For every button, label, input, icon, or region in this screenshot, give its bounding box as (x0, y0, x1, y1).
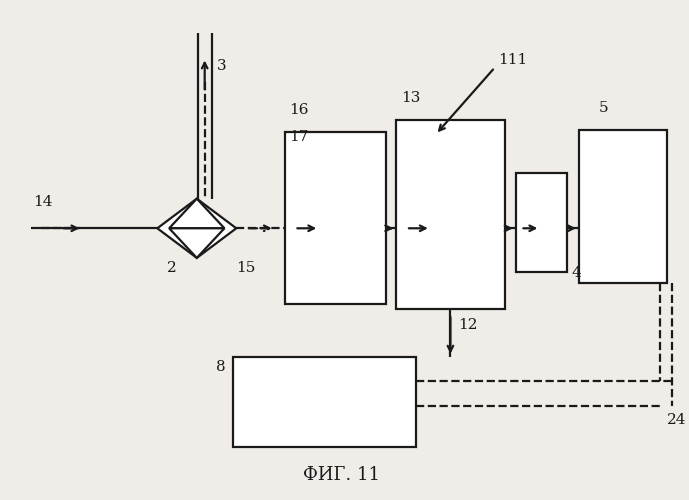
Text: 16: 16 (289, 103, 309, 117)
Bar (579, 130, 666, 282)
Text: 111: 111 (498, 54, 527, 68)
Bar (515, 173, 567, 272)
Text: 24: 24 (666, 412, 686, 426)
Polygon shape (169, 228, 225, 258)
Bar (285, 132, 387, 304)
Text: 3: 3 (216, 60, 226, 74)
Polygon shape (169, 198, 225, 228)
Text: 8: 8 (216, 360, 225, 374)
Text: 4: 4 (572, 266, 582, 280)
Polygon shape (157, 198, 197, 258)
Bar (396, 120, 505, 309)
Text: 2: 2 (167, 260, 177, 274)
Bar (234, 356, 416, 448)
Text: 12: 12 (458, 318, 478, 332)
Text: ФИГ. 11: ФИГ. 11 (303, 466, 380, 484)
Text: 5: 5 (599, 101, 608, 115)
Text: 17: 17 (289, 130, 309, 144)
Text: 13: 13 (401, 91, 420, 105)
Text: 15: 15 (236, 260, 256, 274)
Polygon shape (197, 198, 236, 258)
Text: 14: 14 (33, 194, 52, 208)
